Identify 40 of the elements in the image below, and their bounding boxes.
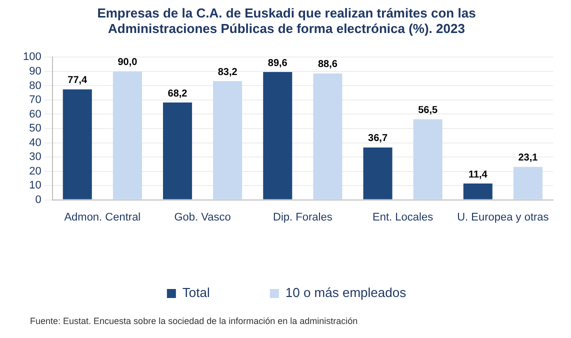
- x-tick-label: Gob. Vasco: [174, 211, 231, 224]
- y-tick-label: 80: [29, 80, 42, 92]
- data-label: 89,6: [268, 58, 288, 69]
- y-tick-label: 20: [29, 165, 42, 178]
- y-tick-label: 70: [29, 94, 42, 106]
- legend-label: 10 o más empleados: [285, 285, 407, 300]
- data-label: 56,5: [418, 104, 438, 116]
- legend-label: Total: [182, 285, 210, 300]
- source-note: Fuente: Eustat. Encuesta sobre la sociedad de la información en la administración: [30, 316, 359, 326]
- bar: [213, 81, 242, 200]
- data-label: 77,4: [68, 75, 88, 86]
- y-tick-label: 10: [29, 180, 42, 192]
- bar: [112, 71, 142, 200]
- bar: [363, 147, 392, 200]
- data-label: 68,2: [168, 88, 188, 100]
- data-label: 36,7: [368, 133, 388, 144]
- data-label: 90,0: [118, 57, 138, 68]
- x-tick-label: Dip. Forales: [273, 211, 333, 224]
- y-tick-label: 30: [29, 151, 42, 164]
- bar: [62, 89, 92, 200]
- bar: [263, 72, 292, 200]
- x-tick-label: Admon. Central: [64, 211, 141, 224]
- bar: [162, 102, 192, 200]
- y-tick-label: 100: [22, 51, 42, 64]
- chart-title: Empresas de la C.A. de Euskadi que realizan trámites con las Administraciones Públicas de forma electrónica (%). 2023: [97, 5, 476, 36]
- y-tick-label: 50: [29, 122, 42, 135]
- data-label: 11,4: [468, 169, 488, 180]
- y-tick-label: 40: [29, 136, 42, 149]
- data-label: 88,6: [318, 59, 338, 70]
- y-tick-label: 0: [35, 194, 42, 206]
- data-label: 23,1: [518, 152, 538, 164]
- x-tick-label: U. Europea y otras: [457, 211, 550, 224]
- bar: [313, 73, 342, 200]
- bar: [413, 119, 442, 200]
- bar: [463, 184, 492, 200]
- x-tick-label: Ent. Locales: [372, 211, 434, 224]
- bar: [513, 166, 542, 200]
- data-label: 83,2: [218, 66, 238, 78]
- y-tick-label: 60: [29, 108, 42, 120]
- y-tick-label: 90: [29, 65, 42, 78]
